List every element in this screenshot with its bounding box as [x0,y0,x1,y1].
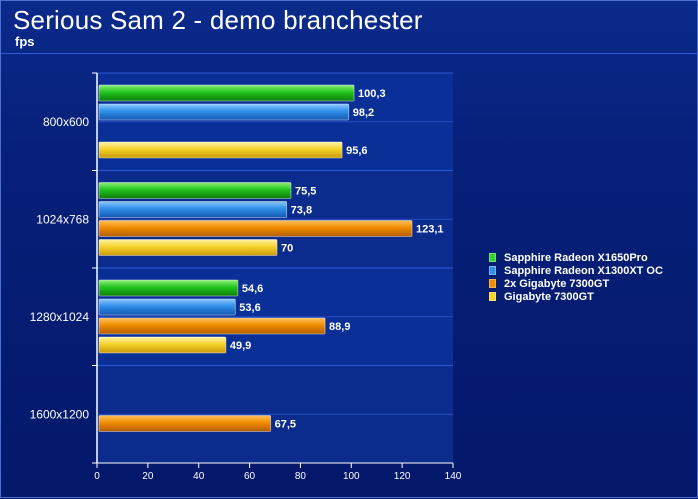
legend-item: Gigabyte 7300GT [489,290,663,303]
bar [98,84,355,102]
chart-legend: Sapphire Radeon X1650Pro Sapphire Radeon … [489,251,663,303]
legend-label: 2x Gigabyte 7300GT [504,277,610,290]
y-category-label: 1600x1200 [30,407,90,421]
data-label: 49,9 [230,340,251,352]
data-label: 100,3 [358,88,386,100]
bar [98,298,236,316]
data-label: 75,5 [295,186,316,198]
x-tick-label: 120 [394,471,411,482]
legend-item: Sapphire Radeon X1650Pro [489,251,663,264]
x-tick-label: 100 [343,471,360,482]
x-tick-label: 40 [193,471,205,482]
bar [98,141,343,159]
legend-swatch [489,266,496,275]
bar [98,220,413,237]
y-category-label: 800x600 [43,115,89,129]
chart-title: Serious Sam 2 - demo branchester [13,5,423,35]
x-tick-label: 0 [94,471,100,482]
legend-swatch [489,253,496,262]
legend-item: 2x Gigabyte 7300GT [489,277,663,290]
legend-label: Gigabyte 7300GT [504,290,594,303]
bar [98,182,292,199]
data-label: 70 [281,243,293,255]
data-label: 123,1 [416,224,444,236]
y-category-label: 1280x1024 [30,310,90,324]
legend-swatch [489,279,496,288]
bar [98,279,239,297]
data-label: 95,6 [346,145,367,157]
data-label: 53,6 [239,302,260,314]
data-label: 73,8 [291,205,312,217]
x-tick-label: 20 [142,471,154,482]
bar [98,239,278,256]
x-tick-label: 80 [295,471,307,482]
data-label: 98,2 [353,107,374,119]
chart-subtitle: fps [15,34,35,49]
bar [98,317,326,335]
data-label: 88,9 [329,321,350,333]
data-label: 67,5 [275,419,296,431]
legend-item: Sapphire Radeon X1300XT OC [489,264,663,277]
x-tick-label: 140 [445,471,462,482]
legend-label: Sapphire Radeon X1650Pro [504,251,648,264]
x-tick-label: 60 [244,471,256,482]
bar [98,336,227,354]
y-category-label: 1024x768 [36,212,89,226]
legend-label: Sapphire Radeon X1300XT OC [504,264,663,277]
legend-swatch [489,292,496,301]
data-label: 54,6 [242,283,263,295]
title-divider [1,53,698,54]
bar [98,415,272,432]
bar [98,201,288,218]
bar [98,103,350,121]
